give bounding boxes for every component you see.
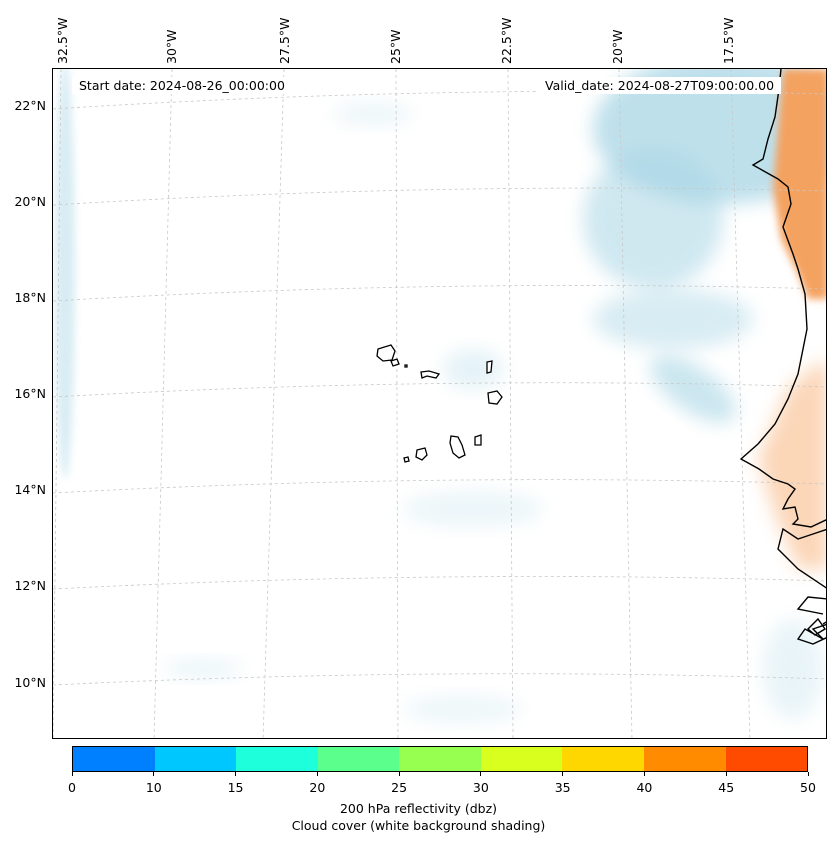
colorbar-segment xyxy=(236,747,318,771)
lon-gridline xyxy=(618,69,633,738)
coastline xyxy=(739,69,826,645)
colorbar-tick xyxy=(153,772,155,776)
start-date-label: Start date: 2024-08-26_00:00:00 xyxy=(72,77,292,94)
colorbar-tick xyxy=(235,772,237,776)
colorbar xyxy=(72,746,808,772)
island-boa-vista xyxy=(487,390,503,405)
island-brava xyxy=(403,456,410,463)
cloud-blob xyxy=(403,491,543,527)
island-maio xyxy=(474,434,482,446)
lon-label-20w: 20°W xyxy=(610,29,625,64)
cloud-blob xyxy=(593,289,753,349)
colorbar-tick-label: 25 xyxy=(391,780,408,795)
lon-gridline xyxy=(507,69,514,738)
colorbar-tick xyxy=(316,772,318,776)
colorbar-tick xyxy=(562,772,564,776)
colorbar-tick-label: 35 xyxy=(554,780,571,795)
reflectivity-low-zone xyxy=(758,359,826,569)
colorbar-tick xyxy=(643,772,645,776)
lon-gridline xyxy=(53,69,62,738)
graticule xyxy=(53,69,826,738)
colorbar-tick-label: 15 xyxy=(227,780,244,795)
colorbar-segment xyxy=(317,747,400,771)
colorbar-tick xyxy=(725,772,727,776)
colorbar-tick-label: 50 xyxy=(800,780,816,795)
map-canvas xyxy=(53,69,826,738)
colorbar-tick-label: 20 xyxy=(309,780,326,795)
colorbar-segment xyxy=(154,747,237,771)
lon-label-25w: 25°W xyxy=(388,29,403,64)
island-santiago xyxy=(449,435,466,459)
valid-date-label: Valid_date: 2024-08-27T09:00:00.00 xyxy=(538,77,782,94)
colorbar-segment xyxy=(562,747,644,771)
lat-gridline xyxy=(53,576,826,590)
lon-label-30w: 30°W xyxy=(164,29,179,64)
lat-label-14n: 14°N xyxy=(14,482,46,497)
lat-label-12n: 12°N xyxy=(14,578,46,593)
cloud-blob xyxy=(763,619,823,719)
reflectivity-high-zone xyxy=(773,69,826,299)
lat-label-18n: 18°N xyxy=(14,290,46,305)
cloud-blob xyxy=(650,355,736,423)
map-panel[interactable] xyxy=(52,68,827,739)
lat-gridline xyxy=(53,673,826,686)
colorbar-segment xyxy=(73,747,155,771)
lat-label-10n: 10°N xyxy=(14,675,46,690)
lon-label-22-5w: 22.5°W xyxy=(499,17,514,64)
cloud-blob xyxy=(403,695,523,723)
cloud-blob xyxy=(55,69,75,479)
west-africa-coastline xyxy=(739,69,826,645)
island-fogo xyxy=(415,447,428,461)
island-santo-antao xyxy=(376,344,396,362)
colorbar-segment xyxy=(399,747,481,771)
lon-label-27-5w: 27.5°W xyxy=(277,17,292,64)
lon-label-32-5w: 32.5°W xyxy=(55,17,70,64)
lon-gridline xyxy=(262,69,285,738)
cloud-blob xyxy=(333,102,413,126)
colorbar-tick-label: 10 xyxy=(145,780,162,795)
colorbar-segment xyxy=(643,747,726,771)
colorbar-segment xyxy=(480,747,563,771)
lon-label-17-5w: 17.5°W xyxy=(721,17,736,64)
cloud-blob xyxy=(583,149,723,289)
island-santa-luzia xyxy=(404,364,408,368)
cape-verde-islands xyxy=(376,344,503,463)
colorbar-label-cloud-cover: Cloud cover (white background shading) xyxy=(291,818,546,833)
colorbar-tick-label: 45 xyxy=(718,780,735,795)
colorbar-tick-label: 30 xyxy=(472,780,489,795)
island-sao-vicente xyxy=(390,358,400,367)
colorbar-tick xyxy=(71,772,73,776)
lon-gridline xyxy=(730,69,751,738)
cloud-cover-shading xyxy=(55,69,826,723)
lat-label-20n: 20°N xyxy=(14,194,46,209)
colorbar-tick-label: 40 xyxy=(636,780,653,795)
lat-gridline xyxy=(53,479,826,494)
cloud-blob xyxy=(163,659,243,679)
colorbar-tick-label: 0 xyxy=(68,780,76,795)
colorbar-tick xyxy=(807,772,809,776)
lat-label-22n: 22°N xyxy=(14,98,46,113)
island-sao-nicolau xyxy=(420,370,441,379)
colorbar-label-reflectivity: 200 hPa reflectivity (dbz) xyxy=(339,801,498,816)
colorbar-segment xyxy=(725,747,808,771)
lon-gridline xyxy=(153,69,173,738)
reflectivity-shading xyxy=(758,69,826,569)
island-sal xyxy=(486,360,493,374)
colorbar-tick xyxy=(398,772,400,776)
cloud-blob xyxy=(443,349,503,389)
lon-gridline xyxy=(395,69,399,738)
lat-label-16n: 16°N xyxy=(14,386,46,401)
guinea-bissau-islands xyxy=(806,617,826,636)
colorbar-tick xyxy=(480,772,482,776)
